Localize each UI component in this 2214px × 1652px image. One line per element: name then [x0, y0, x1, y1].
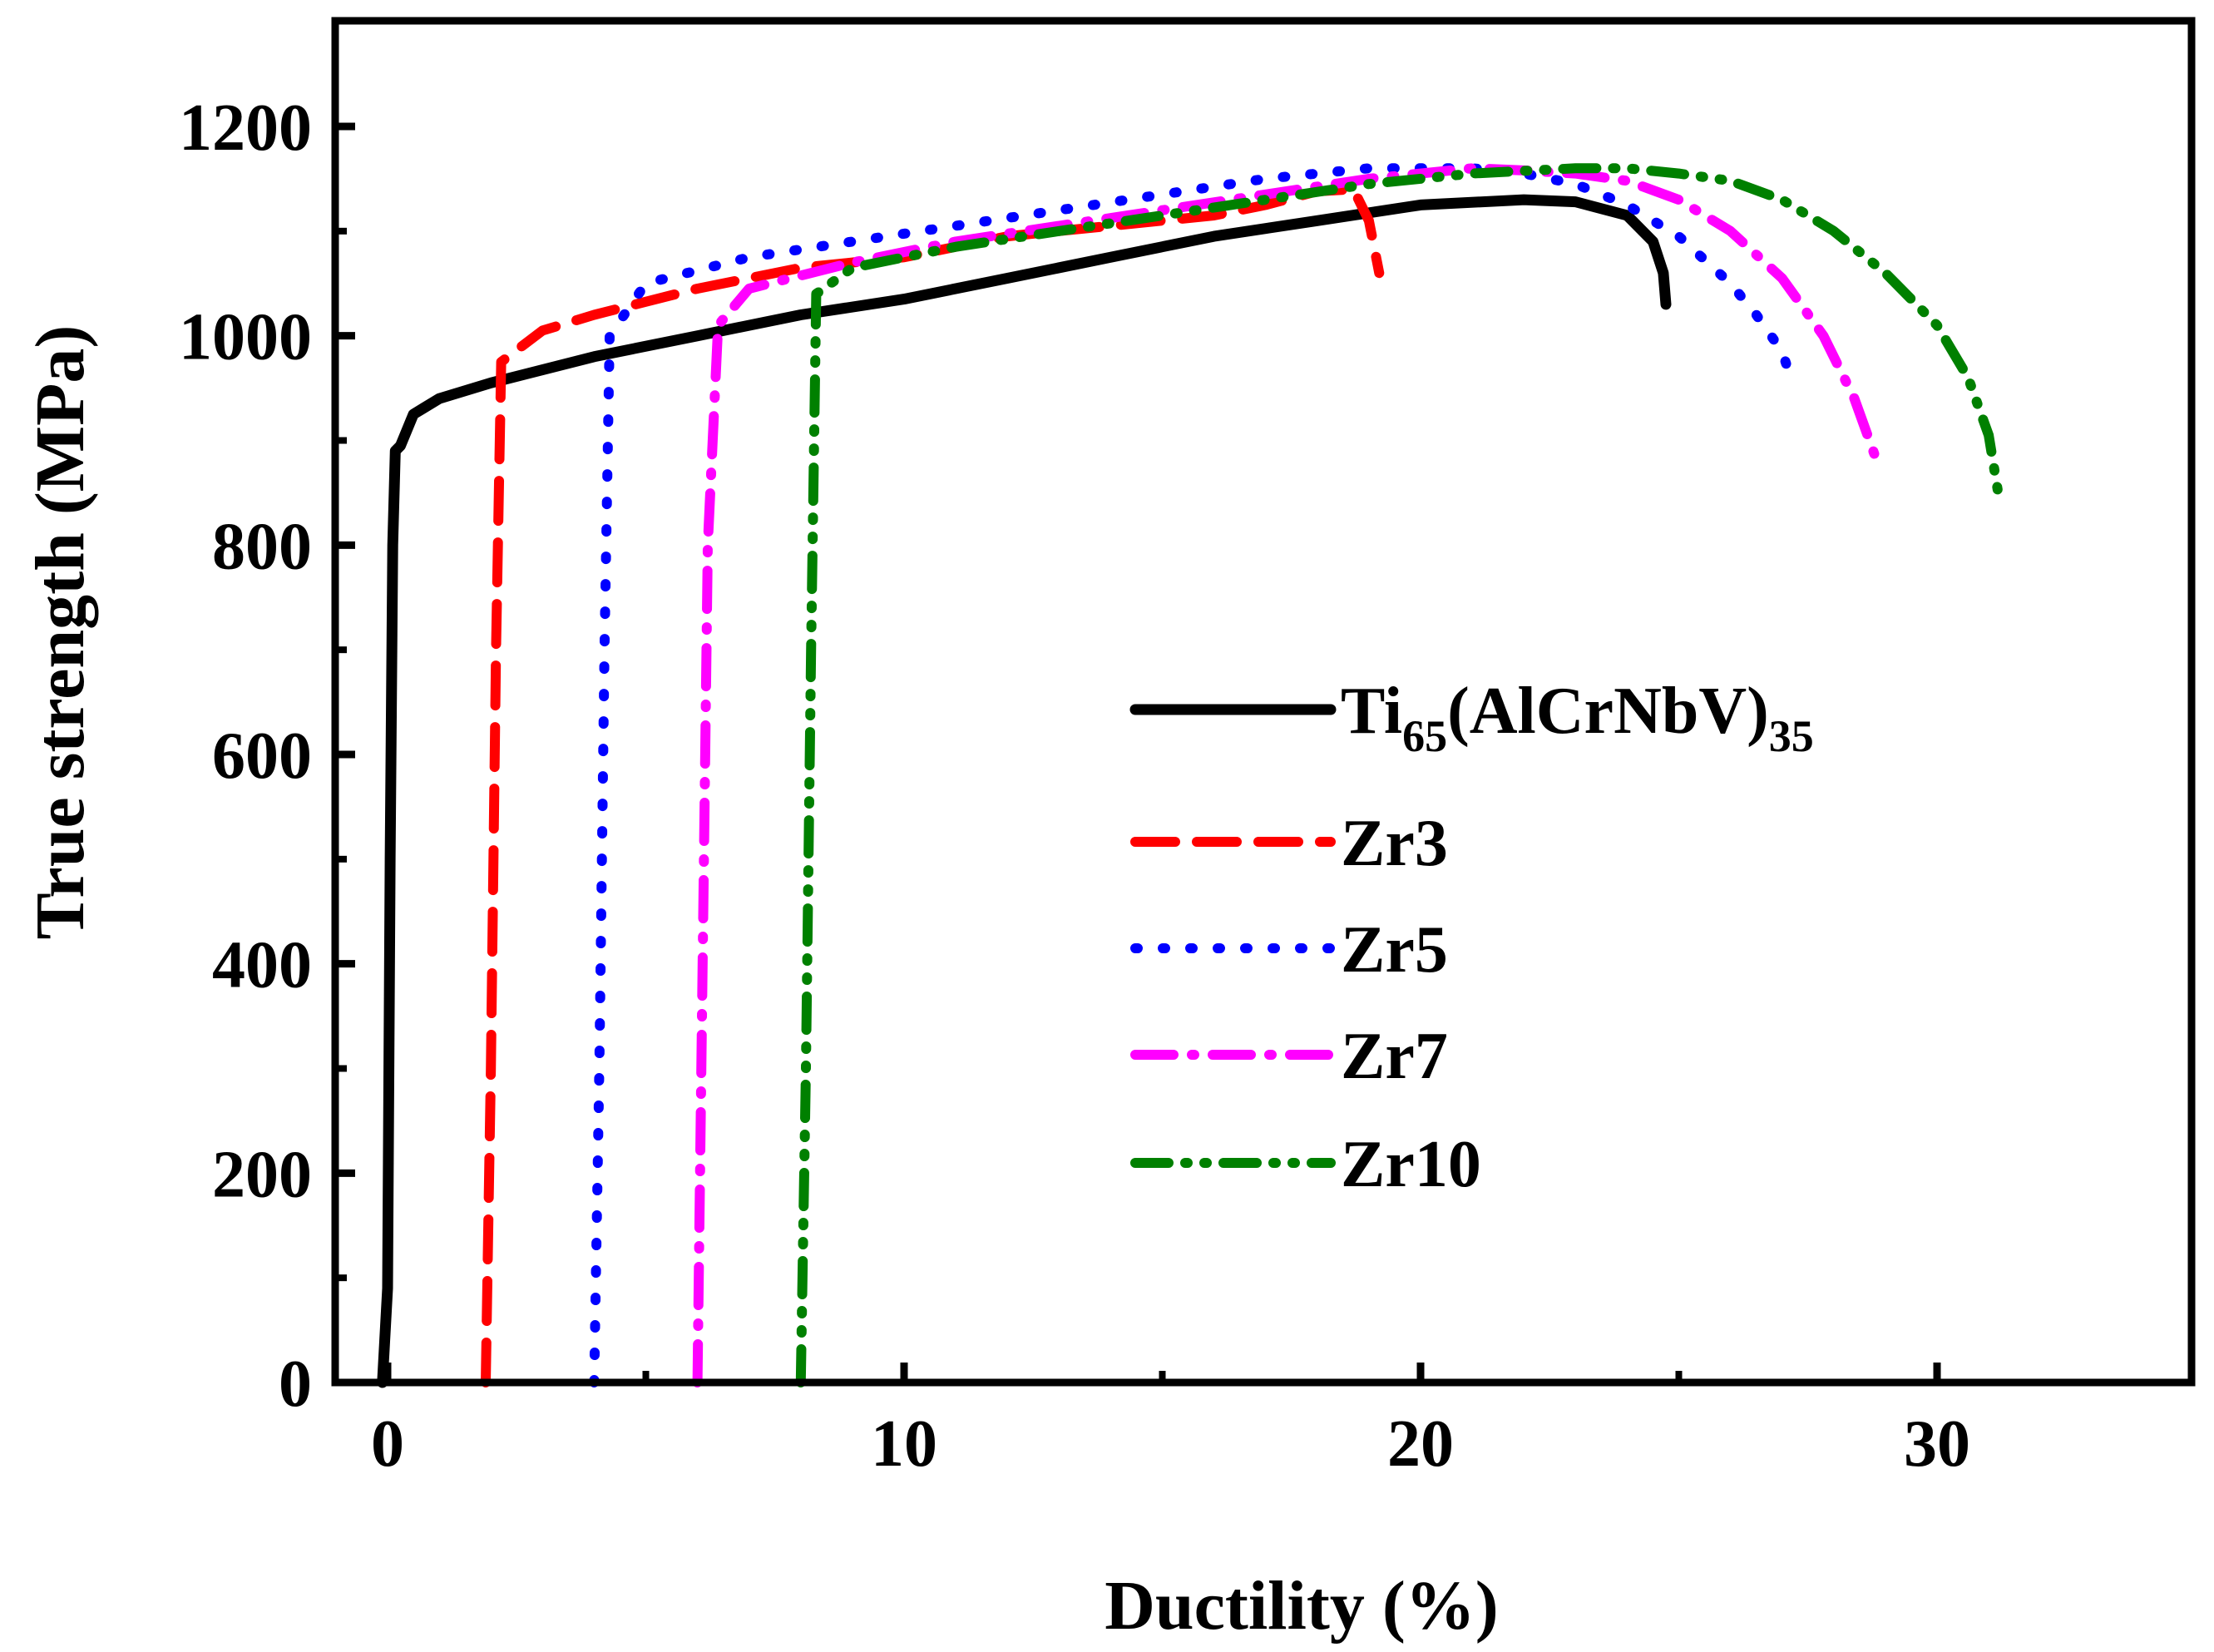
- y-tick-label: 200: [212, 1138, 312, 1211]
- y-axis-label: True strength (MPa): [22, 325, 99, 940]
- x-tick-label: 0: [371, 1407, 404, 1481]
- legend: Ti65(AlCrNbV)35 Zr3 Zr5 Zr7 Zr10: [1129, 675, 1814, 1201]
- plot-frame: [331, 17, 2196, 1387]
- y-tick-label: 1200: [179, 92, 312, 165]
- series-line-zr3: [481, 184, 1385, 1387]
- y-tick-label: 600: [212, 720, 312, 793]
- y-tick-label: 1000: [179, 301, 312, 374]
- series-line-zr10: [795, 163, 2004, 1387]
- legend-label: Ti65(AlCrNbV)35: [1341, 675, 1814, 761]
- legend-label: Zr7: [1341, 1020, 1448, 1093]
- ticks-layer: 0 200 400 600 800 1000 1200 0 10 20 30: [179, 92, 1970, 1481]
- series-line-ti65-alcrnbv-35: [377, 194, 1672, 1388]
- series-line-zr7: [692, 163, 1880, 1387]
- series-layer: [377, 163, 2004, 1388]
- x-tick-label: 10: [871, 1407, 937, 1481]
- x-tick-label: 20: [1387, 1407, 1454, 1481]
- y-tick-label: 800: [212, 510, 312, 583]
- x-tick-label: 30: [1904, 1407, 1970, 1481]
- legend-label: Zr5: [1341, 913, 1448, 987]
- legend-label: Zr10: [1341, 1128, 1481, 1201]
- y-tick-label: 400: [212, 929, 312, 1002]
- x-axis-label: Ductility (%): [1105, 1567, 1499, 1645]
- legend-label: Zr3: [1341, 807, 1448, 880]
- y-tick-label: 0: [279, 1348, 312, 1421]
- series-line-zr5: [589, 163, 1798, 1387]
